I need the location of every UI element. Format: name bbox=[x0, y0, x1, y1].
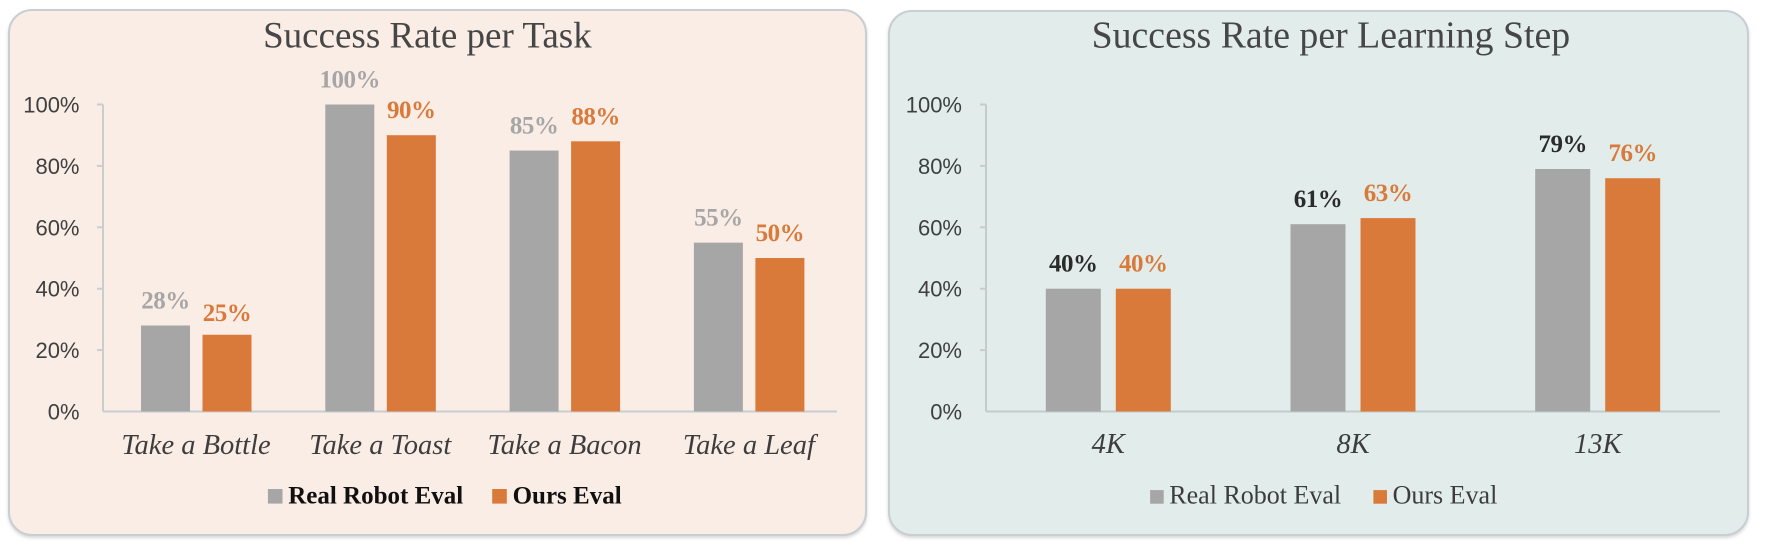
svg-text:Take a Toast: Take a Toast bbox=[309, 430, 452, 461]
svg-text:20%: 20% bbox=[35, 338, 79, 363]
svg-text:55%: 55% bbox=[694, 205, 743, 232]
svg-text:Success Rate per Learning Step: Success Rate per Learning Step bbox=[1092, 14, 1571, 56]
svg-text:88%: 88% bbox=[571, 103, 620, 130]
svg-text:90%: 90% bbox=[387, 97, 436, 124]
svg-text:40%: 40% bbox=[1119, 251, 1168, 278]
svg-text:85%: 85% bbox=[510, 113, 559, 140]
svg-text:25%: 25% bbox=[203, 300, 252, 327]
svg-text:76%: 76% bbox=[1608, 140, 1657, 167]
svg-text:Success Rate per Task: Success Rate per Task bbox=[263, 15, 592, 56]
svg-text:60%: 60% bbox=[918, 215, 962, 240]
svg-text:8K: 8K bbox=[1336, 429, 1371, 460]
svg-text:60%: 60% bbox=[35, 215, 79, 240]
svg-text:40%: 40% bbox=[1049, 251, 1098, 278]
svg-text:Real Robot Eval: Real Robot Eval bbox=[1169, 481, 1341, 510]
svg-text:Take a Bacon: Take a Bacon bbox=[488, 430, 642, 461]
svg-text:Take a Leaf: Take a Leaf bbox=[683, 430, 819, 461]
svg-text:100%: 100% bbox=[320, 67, 381, 94]
svg-text:50%: 50% bbox=[756, 220, 805, 247]
svg-text:20%: 20% bbox=[918, 338, 962, 363]
svg-text:79%: 79% bbox=[1538, 131, 1587, 158]
svg-text:80%: 80% bbox=[35, 154, 79, 179]
svg-text:63%: 63% bbox=[1364, 180, 1413, 207]
svg-text:61%: 61% bbox=[1294, 186, 1343, 213]
svg-text:0%: 0% bbox=[930, 400, 962, 425]
svg-text:Ours Eval: Ours Eval bbox=[1393, 481, 1498, 510]
svg-text:Real Robot Eval: Real Robot Eval bbox=[288, 483, 463, 510]
svg-text:100%: 100% bbox=[23, 93, 79, 118]
svg-text:80%: 80% bbox=[918, 154, 962, 179]
svg-text:100%: 100% bbox=[906, 93, 962, 118]
svg-text:28%: 28% bbox=[141, 288, 190, 315]
svg-text:Take a Bottle: Take a Bottle bbox=[121, 430, 271, 461]
svg-text:40%: 40% bbox=[35, 277, 79, 302]
svg-text:13K: 13K bbox=[1574, 429, 1624, 460]
svg-text:Ours Eval: Ours Eval bbox=[513, 483, 622, 510]
svg-text:40%: 40% bbox=[918, 277, 962, 302]
svg-text:4K: 4K bbox=[1092, 429, 1127, 460]
svg-text:0%: 0% bbox=[48, 400, 80, 425]
